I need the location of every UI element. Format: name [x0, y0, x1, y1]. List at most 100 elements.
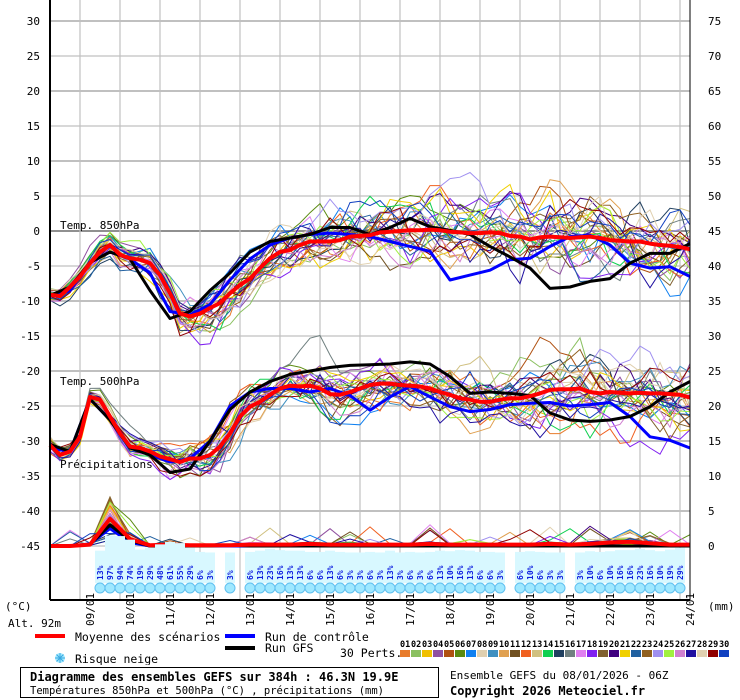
legend-control-swatch	[225, 634, 255, 638]
left-tick-label: -40	[20, 505, 40, 518]
snow-risk-bar	[465, 550, 475, 583]
snow-risk-percent: 10%	[526, 565, 535, 580]
snow-risk-percent: 6%	[536, 570, 545, 580]
right-tick-label: 20	[708, 400, 721, 413]
date-label: 17/01	[404, 593, 417, 626]
perturbation-legend-id: 11	[510, 640, 520, 650]
snow-risk-bar	[115, 536, 125, 583]
snow-risk-bar	[205, 552, 215, 583]
snowflake-icon	[314, 582, 326, 594]
left-tick-label: -20	[20, 365, 40, 378]
perturbation-line-20	[49, 190, 691, 313]
snow-risk-percent: 16%	[616, 565, 625, 580]
right-tick-label: 0	[708, 540, 715, 553]
snow-risk-percent: 3%	[576, 570, 585, 580]
snow-risk-bar	[595, 551, 605, 583]
snow-risk-percent: 16%	[276, 565, 285, 580]
perturbation-legend-id: 19	[598, 640, 608, 650]
snow-risk-bar	[375, 552, 385, 583]
perturbation-legend-id: 15	[554, 640, 564, 650]
snowflake-icon	[274, 582, 286, 594]
perturbation-legend-swatch	[697, 650, 707, 657]
right-tick-label: 70	[708, 50, 721, 63]
perturbation-legend-swatch	[499, 650, 509, 657]
snow-risk-percent: 13%	[296, 565, 305, 580]
snowflake-icon	[124, 582, 136, 594]
perturbation-legend-id: 27	[686, 640, 696, 650]
perturbation-legend-id: 03	[422, 640, 432, 650]
perturbation-legend-id: 29	[708, 640, 718, 650]
perturbation-line-30	[49, 199, 691, 313]
left-tick-label: 5	[33, 190, 40, 203]
snow-risk-percent: 6%	[406, 570, 415, 580]
snow-risk-bar	[545, 552, 555, 583]
snow-risk-bar	[105, 535, 115, 583]
perturbation-legend-id: 09	[488, 640, 498, 650]
perturbation-legend-id: 26	[675, 640, 685, 650]
perturbation-legend-id: 25	[664, 640, 674, 650]
snow-risk-percent: 6%	[426, 570, 435, 580]
snow-risk-percent: 94%	[116, 565, 125, 580]
perturbation-legend-id: 06	[455, 640, 465, 650]
snow-risk-bar	[405, 551, 415, 583]
perturbation-legend-swatch	[411, 650, 421, 657]
snow-risk-bar	[295, 550, 305, 583]
snow-risk-bar	[615, 550, 625, 583]
snowflake-icon	[524, 582, 536, 594]
left-tick-label: -5	[27, 260, 40, 273]
snow-risk-bar	[455, 550, 465, 583]
perturbation-legend-id: 04	[433, 640, 443, 650]
snow-risk-bar	[245, 551, 255, 583]
snow-risk-percent: 6%	[486, 570, 495, 580]
legend-gfs-label: Run GFS	[265, 641, 314, 655]
right-tick-label: 50	[708, 190, 721, 203]
date-label: 13/01	[244, 593, 257, 626]
perturbation-legend-swatch	[422, 650, 432, 657]
snow-risk-bar	[425, 551, 435, 583]
snowflake-icon	[584, 582, 596, 594]
snowflake-icon	[394, 582, 406, 594]
snow-risk-percent: 6%	[336, 570, 345, 580]
snow-risk-bar	[285, 550, 295, 583]
perturbation-legend-swatch	[664, 650, 674, 657]
snow-risk-percent: 3%	[356, 570, 365, 580]
copyright: Copyright 2026 Meteociel.fr	[450, 684, 646, 698]
date-label: 12/01	[204, 593, 217, 626]
perturbation-legend-id: 28	[697, 640, 707, 650]
perturbation-legend-id: 20	[609, 640, 619, 650]
snowflake-icon	[154, 582, 166, 594]
snow-risk-bar	[355, 552, 365, 583]
snowflake-icon	[624, 582, 636, 594]
perturbation-legend-swatch	[598, 650, 608, 657]
perturbation-line-24	[49, 345, 691, 459]
snow-risk-percent: 10%	[446, 565, 455, 580]
snow-risk-percent: 3%	[206, 570, 215, 580]
snow-risk-percent: 13%	[256, 565, 265, 580]
perturbation-legend-swatch	[587, 650, 597, 657]
snow-risk-percent: 10%	[606, 565, 615, 580]
date-label: 21/01	[564, 593, 577, 626]
snowflake-icon	[534, 582, 546, 594]
snow-risk-bar	[95, 550, 105, 583]
snow-risk-percent: 6%	[476, 570, 485, 580]
perturbation-legend-swatch	[466, 650, 476, 657]
snow-risk-bar	[445, 551, 455, 583]
perturbation-legend-swatch	[653, 650, 663, 657]
snow-risk-bar	[195, 551, 205, 583]
snowflake-icon	[264, 582, 276, 594]
snow-risk-percent: 29%	[676, 565, 685, 580]
snowflake-icon	[464, 582, 476, 594]
snowflake-icon	[574, 582, 586, 594]
snow-risk-percent: 16%	[626, 565, 635, 580]
date-label: 22/01	[604, 593, 617, 626]
snow-risk-bar	[135, 549, 145, 583]
snow-risk-bar	[385, 550, 395, 583]
gfs-t500-line	[49, 360, 691, 474]
perturbation-line-27	[49, 373, 691, 466]
date-label: 11/01	[164, 593, 177, 626]
altitude-label: Alt. 92m	[8, 617, 61, 630]
perturbation-legend-swatch	[631, 650, 641, 657]
perturbation-legend-id: 02	[411, 640, 421, 650]
snow-risk-percent: 6%	[316, 570, 325, 580]
snow-risk-percent: 13%	[386, 565, 395, 580]
